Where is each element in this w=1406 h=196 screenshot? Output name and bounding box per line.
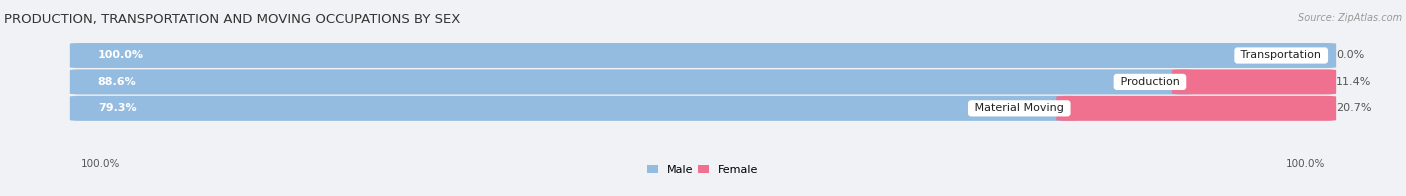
FancyBboxPatch shape — [70, 43, 1336, 68]
FancyBboxPatch shape — [70, 96, 1336, 121]
FancyBboxPatch shape — [70, 43, 1336, 68]
Text: Material Moving: Material Moving — [972, 103, 1067, 113]
FancyBboxPatch shape — [1056, 96, 1336, 121]
Text: PRODUCTION, TRANSPORTATION AND MOVING OCCUPATIONS BY SEX: PRODUCTION, TRANSPORTATION AND MOVING OC… — [4, 13, 461, 26]
FancyBboxPatch shape — [70, 69, 1194, 94]
FancyBboxPatch shape — [70, 69, 1336, 94]
Text: 0.0%: 0.0% — [1336, 51, 1364, 61]
Text: 20.7%: 20.7% — [1336, 103, 1372, 113]
Text: Transportation: Transportation — [1237, 51, 1324, 61]
Text: 100.0%: 100.0% — [98, 51, 143, 61]
FancyBboxPatch shape — [1173, 69, 1336, 94]
Text: 88.6%: 88.6% — [98, 77, 136, 87]
Text: 79.3%: 79.3% — [98, 103, 136, 113]
Text: Source: ZipAtlas.com: Source: ZipAtlas.com — [1298, 13, 1402, 23]
Text: 100.0%: 100.0% — [1285, 159, 1324, 169]
Legend: Male, Female: Male, Female — [647, 164, 759, 175]
FancyBboxPatch shape — [70, 96, 1078, 121]
Text: 100.0%: 100.0% — [82, 159, 121, 169]
Text: Production: Production — [1116, 77, 1184, 87]
Text: 11.4%: 11.4% — [1336, 77, 1371, 87]
